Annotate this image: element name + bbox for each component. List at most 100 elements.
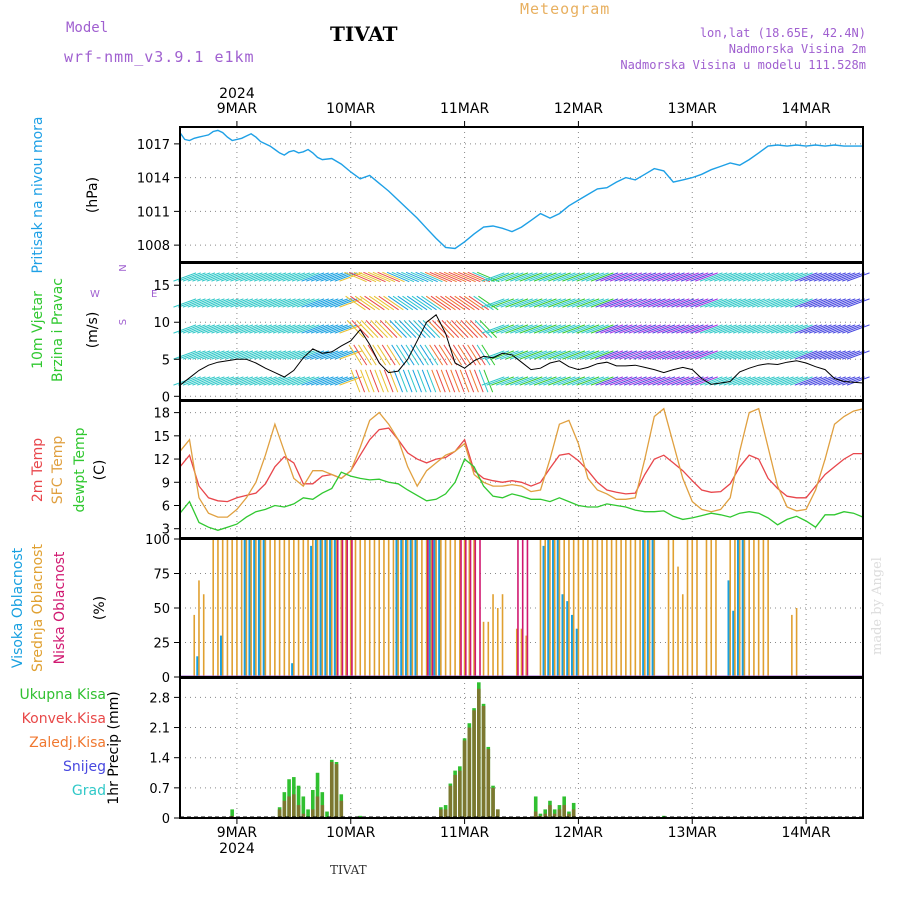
wind-barb (215, 324, 239, 334)
wind-barb (557, 324, 581, 334)
wind-barb (296, 324, 320, 334)
wind-barb (600, 298, 624, 308)
wind-barb (393, 369, 403, 393)
wind-barb (732, 350, 756, 360)
wind-barb (201, 350, 225, 360)
precip-conv-bar (301, 813, 306, 818)
wind-barb (609, 350, 633, 360)
wind-barb (372, 344, 387, 366)
wind-barb (481, 376, 505, 386)
wind-barb (450, 369, 460, 393)
wind-barb (514, 350, 538, 360)
wind-barb (524, 272, 548, 282)
wind-barb (538, 324, 562, 334)
precip-conv-bar (477, 688, 481, 818)
wind-barbs (173, 271, 870, 393)
wind-barb (495, 376, 519, 386)
wind-barb (832, 272, 856, 282)
wind-barb (365, 320, 384, 338)
wind-barb (671, 376, 695, 386)
wind-barb (192, 376, 216, 386)
wind-barb (747, 272, 771, 282)
wind-barb (306, 376, 329, 386)
wind-barb (391, 271, 415, 283)
wind-barb (633, 298, 657, 308)
wind-barb (633, 272, 657, 282)
temp-line-0 (179, 427, 863, 503)
wind-barb (315, 376, 339, 386)
wind-barb (301, 298, 325, 308)
wind-barb (398, 320, 417, 338)
wind-barb (780, 376, 804, 386)
ytick-label-2-3: 12 (153, 453, 170, 468)
top-day-label-2: 11MAR (440, 101, 489, 117)
wind-barb (272, 350, 296, 360)
wind-barb (197, 376, 220, 386)
wind-barb (832, 350, 856, 360)
wind-barb (173, 298, 197, 308)
wind-barb (433, 344, 448, 366)
wind-barb (230, 272, 254, 282)
wind-barb (666, 376, 690, 386)
wind-barb (329, 324, 353, 334)
wind-barb (623, 324, 647, 334)
wind-barb (306, 324, 329, 334)
precip-conv-bar (448, 785, 453, 818)
wind-barb (576, 350, 600, 360)
wind-barb (685, 350, 709, 360)
precip-conv-bar (320, 805, 325, 818)
wind-barb (566, 376, 590, 386)
wind-barb (253, 298, 277, 308)
wind-barb (804, 350, 828, 360)
wind-barb (709, 324, 733, 334)
wind-barb (695, 350, 718, 360)
wind-barb (562, 324, 586, 334)
wind-barb (449, 295, 471, 311)
wind-barb (329, 298, 353, 308)
wind-barb (747, 350, 771, 360)
wind-barb (756, 272, 780, 282)
wind-barb (401, 271, 424, 283)
wind-barb (680, 376, 704, 386)
wind-barb (737, 350, 761, 360)
precip-conv-bar (311, 809, 315, 818)
wind-barb (747, 376, 771, 386)
precip-conv-bar (339, 800, 344, 818)
wind-barb (690, 272, 714, 282)
wind-barb (486, 376, 510, 386)
wind-barb (431, 369, 441, 393)
wind-barb (282, 324, 306, 334)
wind-barb (538, 350, 562, 360)
wind-barb (842, 324, 865, 334)
wind-barb (642, 298, 666, 308)
precip-conv-bar (491, 787, 495, 818)
wind-barb (429, 344, 444, 366)
wind-barb (391, 344, 406, 366)
wind-barb (519, 324, 543, 334)
wind-barb (638, 350, 662, 360)
wind-barb (533, 272, 557, 282)
wind-barb (585, 298, 609, 308)
precip-conv-bar (334, 764, 339, 818)
precip-ylabel: 1hr Precip (mm) (106, 691, 122, 804)
wind-barb (818, 272, 842, 282)
wind-barb (463, 295, 485, 311)
wind-barb (789, 376, 813, 386)
wind-barb (422, 320, 441, 338)
wind-barb (566, 350, 590, 360)
wind-barb (604, 298, 628, 308)
wind-barb (211, 272, 235, 282)
wind-barb (277, 272, 301, 282)
wind-barb (510, 298, 533, 308)
top-day-label-5: 14MAR (781, 101, 830, 117)
wind-barb (473, 369, 484, 393)
wind-barb (538, 376, 562, 386)
wind-barb (363, 271, 386, 283)
precip-conv-bar (467, 727, 472, 818)
precip-conv-bar (462, 740, 467, 818)
pressure-line (179, 129, 863, 250)
wind-barb (714, 350, 737, 360)
wind-barb (315, 324, 339, 334)
wind-barb (808, 298, 832, 308)
wind-barb (595, 298, 619, 308)
